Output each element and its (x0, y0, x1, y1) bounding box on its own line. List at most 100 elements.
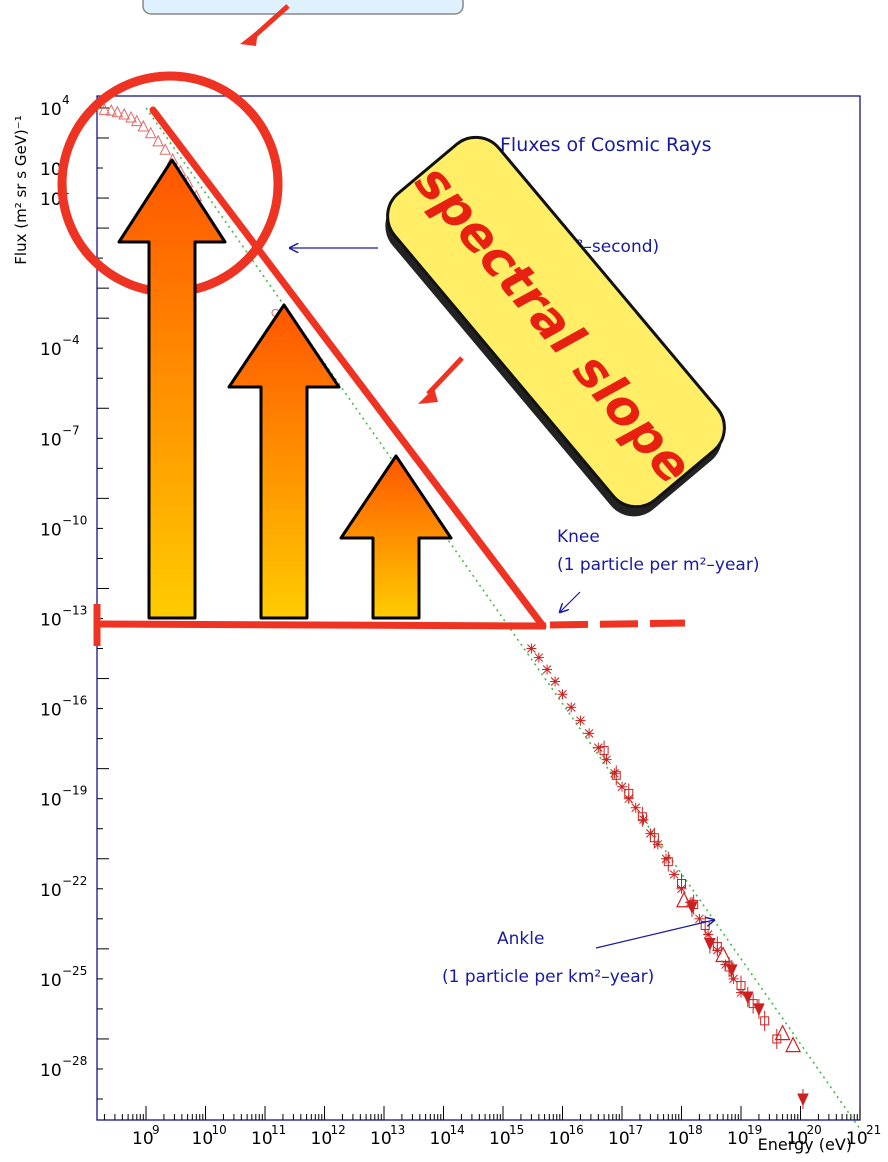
data-point (609, 768, 620, 779)
x-tick-label-base: 10 (668, 1129, 690, 1149)
data-point (630, 802, 641, 813)
data-point (542, 664, 553, 675)
y-tick-label-exponent: −28 (62, 1054, 87, 1068)
data-point (144, 126, 157, 139)
x-tick-label-exponent: 10 (212, 1123, 227, 1137)
y-tick-label-base: 10 (40, 340, 62, 360)
data-point (566, 702, 577, 713)
y-tick-label-base: 10 (40, 610, 62, 630)
x-tick-label-exponent: 9 (152, 1123, 160, 1137)
power-law-reference-line (145, 107, 861, 1130)
data-point (617, 781, 628, 792)
y-tick-label-base: 10 (40, 791, 62, 811)
x-tick-label-exponent: 18 (688, 1123, 703, 1137)
data-point (125, 110, 137, 123)
knee-title: Knee (557, 527, 600, 547)
data-point (785, 1036, 802, 1053)
y-tick-label-exponent: −19 (62, 784, 87, 798)
y-tick-label-base: 10 (40, 701, 62, 721)
y-tick-label-base: 10 (40, 190, 62, 210)
x-tick-label-base: 10 (608, 1129, 630, 1149)
x-tick-label-exponent: 19 (747, 1123, 762, 1137)
data-point (130, 114, 143, 127)
data-point (624, 788, 634, 798)
data-point (760, 1016, 770, 1026)
x-axis-title: Energy (eV) (758, 1135, 852, 1154)
y-tick-label: 10 −7 (40, 423, 80, 450)
data-point (575, 715, 586, 726)
x-tick-label-base: 10 (787, 1129, 809, 1149)
x-tick-label-base: 10 (549, 1129, 571, 1149)
y-tick-label: 10 −10 (40, 513, 87, 540)
x-tick-label-base: 10 (251, 1129, 273, 1149)
base-line (94, 620, 547, 630)
data-point (742, 991, 754, 1005)
data-point (753, 1003, 765, 1017)
data-point (637, 812, 647, 822)
base-line-extension (549, 619, 686, 629)
data-point (611, 770, 621, 780)
data-point (557, 689, 568, 700)
y-tick-label-base: 10 (40, 430, 62, 450)
x-tick-label-exponent: 14 (450, 1123, 465, 1137)
y-tick-label-base: 10 (40, 971, 62, 991)
data-point (726, 964, 738, 978)
y-tick-label: 10 −28 (40, 1054, 87, 1081)
x-tick-label-base: 10 (489, 1129, 511, 1149)
data-point (712, 941, 722, 951)
small-red-arrow-head (418, 388, 438, 404)
ankle-title: Ankle (497, 929, 544, 949)
y-tick-label-base: 10 (40, 881, 62, 901)
x-tick-label-base: 10 (311, 1129, 333, 1149)
x-tick-label-base: 10 (727, 1129, 749, 1149)
x-tick-label: 109 (132, 1123, 160, 1149)
ankle-pointer (595, 920, 714, 949)
data-point (715, 946, 732, 963)
y-tick-label: 10 −25 (40, 964, 87, 991)
x-tick-label-exponent: 15 (509, 1123, 524, 1137)
data-point (675, 891, 692, 908)
data-series (599, 740, 782, 1049)
y-tick-label-exponent: 4 (62, 93, 70, 107)
y-tick-label: 10 −19 (40, 784, 87, 811)
x-tick-label-exponent: 13 (390, 1123, 405, 1137)
data-point (772, 1034, 782, 1044)
y-tick-label-exponent: −16 (62, 694, 87, 708)
data-series (686, 896, 809, 1110)
data-point (137, 119, 150, 132)
data-series (675, 891, 802, 1053)
data-point (774, 1024, 791, 1041)
data-point (686, 901, 698, 915)
slope-line (149, 106, 547, 630)
data-point (661, 853, 672, 864)
data-point (111, 105, 124, 118)
y-tick-label: 10 −22 (40, 874, 87, 901)
data-point (638, 814, 649, 825)
x-tick-label-exponent: 21 (866, 1123, 881, 1137)
y-tick-label-exponent: −25 (62, 964, 87, 978)
data-point (584, 728, 595, 739)
data-point (736, 981, 746, 991)
small-red-arrow-head (240, 30, 258, 46)
callout-text: spectral slope (404, 153, 704, 494)
y-tick-label: 10 4 (40, 93, 70, 120)
flux-arrow (339, 454, 453, 620)
knee-pointer (560, 591, 581, 612)
y-tick-label-exponent: −4 (62, 333, 80, 347)
y-tick-label-base: 10 (40, 1061, 62, 1081)
y-tick-label-exponent: −22 (62, 874, 87, 888)
data-point (649, 833, 659, 843)
small-red-arrow-shaft (426, 356, 464, 396)
data-point (526, 643, 537, 654)
